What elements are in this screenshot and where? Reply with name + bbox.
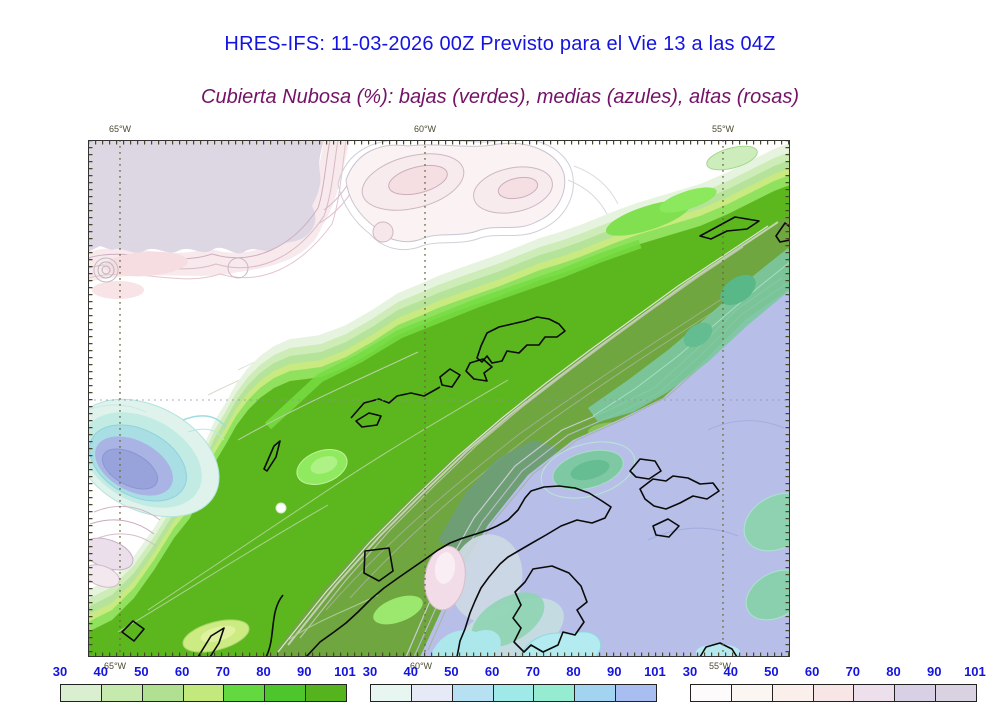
map-frame [88, 140, 790, 657]
legend-color-cell [371, 685, 412, 701]
axis-label-60w-top: 60°W [413, 124, 437, 134]
legend-color-cell [224, 685, 266, 701]
legend-scale-mid-clouds: 30 40 50 60 70 80 90 101 [362, 660, 666, 707]
low-cloud-region [88, 143, 790, 657]
legend-color-cell [411, 685, 453, 701]
axis-label-55w-bottom: 55°W [708, 661, 732, 671]
cloud-cover-map [88, 140, 790, 657]
legend-color-cell [534, 685, 576, 701]
axis-label-65w-bottom: 65°W [103, 661, 127, 671]
legend-colorbar-mid [370, 684, 657, 702]
legend-color-cell [854, 685, 896, 701]
title-text: HRES-IFS: 11-03-2026 00Z Previsto para e… [224, 33, 776, 55]
legend-color-cell [265, 685, 307, 701]
legend-values-mid: 30 40 50 60 70 80 90 101 [362, 664, 666, 679]
legend-color-cell [306, 685, 347, 701]
legend-color-cell [493, 685, 535, 701]
legend-color-cell [813, 685, 855, 701]
coastline-island-chain [476, 316, 566, 364]
legend-scale-high-clouds: 30 40 50 60 70 80 90 101 [682, 660, 986, 707]
legend-color-cell [936, 685, 977, 701]
coastlines [121, 216, 790, 657]
legend-color-cell [616, 685, 657, 701]
legend-color-cell [183, 685, 225, 701]
legend-color-cell [101, 685, 143, 701]
legend-color-cell [895, 685, 937, 701]
legend-colorbar-low [60, 684, 347, 702]
axis-label-60w-bottom: 60°W [409, 661, 433, 671]
legend-color-cell [691, 685, 732, 701]
mid-cloud-region [88, 248, 790, 657]
page-title: HRES-IFS: 11-03-2026 00Z Previsto para e… [0, 33, 1000, 56]
legend-color-cell [142, 685, 184, 701]
graticule [88, 140, 790, 657]
legend-color-cell [731, 685, 773, 701]
legend-color-cell [772, 685, 814, 701]
legend: 30 40 50 60 70 80 90 101 30 40 50 60 70 80 90 101 30 40… [0, 660, 1000, 707]
legend-scale-low-clouds: 30 40 50 60 70 80 90 101 [52, 660, 356, 707]
legend-color-cell [452, 685, 494, 701]
map-panel: 65°W 60°W 55°W 65°W 60°W 55°W [88, 124, 790, 671]
coastline-main [305, 485, 612, 657]
legend-color-cell [61, 685, 102, 701]
legend-colorbar-high [690, 684, 977, 702]
coastline-big-island [512, 565, 588, 653]
page-subtitle: Cubierta Nubosa (%): bajas (verdes), med… [0, 86, 1000, 109]
high-cloud-region [88, 140, 619, 299]
subtitle-text: Cubierta Nubosa (%): bajas (verdes), med… [201, 86, 799, 108]
axis-label-55w-top: 55°W [711, 124, 735, 134]
legend-values-low: 30 40 50 60 70 80 90 101 [52, 664, 356, 679]
legend-values-high: 30 40 50 60 70 80 90 101 [682, 664, 986, 679]
legend-color-cell [575, 685, 617, 701]
axis-label-65w-top: 65°W [108, 124, 132, 134]
